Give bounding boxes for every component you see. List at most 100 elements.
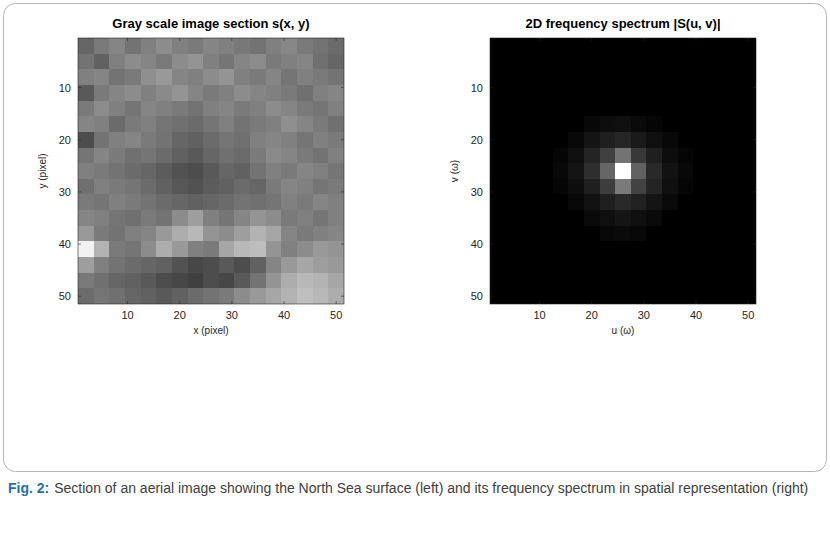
cell — [141, 38, 157, 54]
cell — [521, 116, 537, 132]
cell — [188, 163, 204, 179]
cell — [234, 163, 250, 179]
cell — [234, 101, 250, 117]
cell — [490, 179, 506, 195]
cell — [297, 179, 313, 195]
cell — [297, 69, 313, 85]
cell — [250, 132, 266, 148]
cell — [297, 101, 313, 117]
cell — [521, 257, 537, 273]
cell — [94, 257, 110, 273]
cell — [490, 116, 506, 132]
cell — [568, 226, 584, 242]
cell — [281, 116, 297, 132]
cell — [709, 132, 725, 148]
cell — [109, 85, 125, 101]
x-tick-label: 50 — [330, 309, 342, 321]
x-tick-label: 20 — [586, 309, 598, 321]
cell — [250, 163, 266, 179]
cell — [709, 69, 725, 85]
cell — [94, 38, 110, 54]
cell — [740, 257, 756, 273]
cell — [109, 54, 125, 70]
cell — [615, 85, 631, 101]
cell — [281, 148, 297, 164]
cell — [537, 273, 553, 289]
cell — [313, 288, 329, 304]
cell — [250, 69, 266, 85]
cell — [725, 163, 741, 179]
cell — [297, 210, 313, 226]
cell — [646, 101, 662, 117]
cell — [568, 210, 584, 226]
cell — [521, 288, 537, 304]
cell — [94, 148, 110, 164]
cell — [662, 69, 678, 85]
cell — [297, 226, 313, 242]
cell — [188, 257, 204, 273]
cell — [125, 241, 141, 257]
cell — [297, 85, 313, 101]
cell — [78, 273, 94, 289]
y-tick — [341, 139, 344, 140]
cell — [203, 210, 219, 226]
cell — [537, 116, 553, 132]
cell — [662, 116, 678, 132]
cell — [584, 163, 600, 179]
cell — [568, 38, 584, 54]
cell — [521, 85, 537, 101]
y-tick — [490, 244, 493, 245]
cell — [646, 273, 662, 289]
cell — [693, 273, 709, 289]
cell — [615, 163, 631, 179]
x-tick — [284, 301, 285, 304]
cell — [328, 226, 344, 242]
cell — [78, 288, 94, 304]
cell — [537, 101, 553, 117]
x-tick — [591, 301, 592, 304]
cell — [281, 241, 297, 257]
cell — [266, 273, 282, 289]
cell — [203, 69, 219, 85]
cell — [141, 132, 157, 148]
cell — [141, 148, 157, 164]
x-tick-label: 10 — [121, 309, 133, 321]
cell — [537, 38, 553, 54]
cell — [631, 241, 647, 257]
cell — [584, 54, 600, 70]
cell — [725, 54, 741, 70]
cell — [693, 288, 709, 304]
cell — [709, 54, 725, 70]
cell — [693, 226, 709, 242]
cell — [219, 132, 235, 148]
cell — [646, 257, 662, 273]
cell — [725, 132, 741, 148]
cell — [172, 288, 188, 304]
cell — [521, 273, 537, 289]
cell — [646, 54, 662, 70]
cell — [553, 54, 569, 70]
cell — [490, 132, 506, 148]
cell — [328, 148, 344, 164]
x-tick-label: 20 — [174, 309, 186, 321]
cell — [203, 38, 219, 54]
cell — [693, 179, 709, 195]
cell — [490, 241, 506, 257]
cell — [156, 241, 172, 257]
cell — [94, 179, 110, 195]
cell — [141, 163, 157, 179]
cell — [537, 148, 553, 164]
cell — [203, 241, 219, 257]
cell — [266, 132, 282, 148]
cell — [662, 241, 678, 257]
cell — [506, 163, 522, 179]
cell — [631, 210, 647, 226]
cell — [709, 148, 725, 164]
cell — [234, 116, 250, 132]
cell — [506, 257, 522, 273]
cell — [506, 69, 522, 85]
cell — [740, 288, 756, 304]
cell — [600, 116, 616, 132]
cell — [584, 101, 600, 117]
cell — [203, 288, 219, 304]
